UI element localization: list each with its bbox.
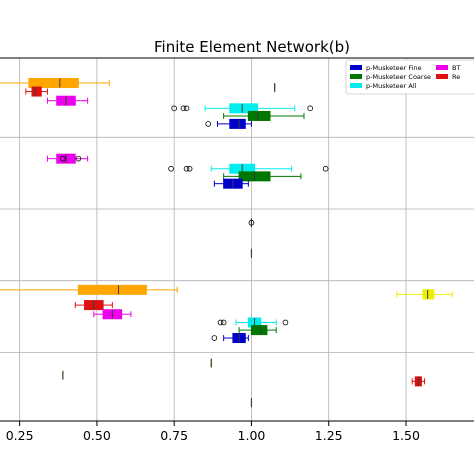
box-yellow bbox=[396, 289, 453, 300]
box-body bbox=[247, 110, 271, 121]
x-tick-label: 0.25 bbox=[6, 428, 34, 443]
box-blue bbox=[205, 118, 252, 129]
box-magenta bbox=[46, 153, 89, 164]
legend-swatch bbox=[350, 83, 362, 88]
box-orange bbox=[0, 284, 178, 295]
flier-point bbox=[248, 219, 255, 226]
legend-swatch bbox=[436, 74, 448, 79]
flier-point bbox=[322, 165, 329, 172]
flier-point bbox=[168, 165, 174, 172]
flier-point bbox=[282, 319, 289, 326]
legend-swatch bbox=[350, 74, 362, 79]
flier-point bbox=[220, 319, 227, 326]
legend-label: p-Musketeer Coarse bbox=[366, 73, 431, 81]
x-tick-label: 0.75 bbox=[160, 428, 188, 443]
flier-point bbox=[186, 165, 193, 172]
box-olive bbox=[248, 218, 255, 228]
box-body bbox=[77, 284, 147, 295]
flier-point bbox=[211, 335, 218, 341]
x-tick-label: 1.25 bbox=[315, 428, 343, 443]
x-tick-label: 1.50 bbox=[392, 428, 420, 443]
flier-point bbox=[307, 105, 313, 112]
box-green bbox=[223, 110, 305, 121]
flier-point bbox=[171, 105, 177, 112]
flier-point bbox=[205, 121, 211, 127]
box-red bbox=[74, 300, 113, 311]
legend-label: BT bbox=[452, 64, 460, 72]
box-body bbox=[28, 78, 79, 89]
box-blue bbox=[213, 178, 249, 189]
flier-point bbox=[183, 165, 190, 172]
legend-label: p-Musketeer All bbox=[366, 82, 417, 90]
box-blue bbox=[211, 333, 249, 344]
legend-label: Re bbox=[452, 73, 460, 81]
legend-swatch bbox=[350, 65, 362, 70]
box-body bbox=[229, 103, 259, 114]
box-orange bbox=[0, 78, 110, 89]
box-green bbox=[223, 171, 302, 182]
x-axis: 0.250.500.751.001.251.501.7 bbox=[0, 420, 474, 443]
box-body bbox=[229, 118, 246, 129]
flier-point bbox=[60, 155, 66, 162]
legend-swatch bbox=[436, 65, 448, 70]
flier-point bbox=[75, 155, 82, 162]
box-green bbox=[238, 325, 277, 336]
chart-title: Finite Element Network(b) bbox=[154, 38, 350, 56]
box-magenta bbox=[93, 309, 132, 320]
box-red bbox=[411, 376, 426, 387]
plot-area bbox=[0, 57, 474, 421]
flier-point bbox=[180, 105, 187, 112]
x-tick-label: 0.50 bbox=[83, 428, 111, 443]
box-cyan bbox=[171, 103, 313, 114]
box-body bbox=[31, 86, 42, 97]
box-magenta bbox=[46, 95, 89, 106]
legend-label: p-Musketeer Fine bbox=[366, 64, 422, 72]
box-red bbox=[25, 86, 48, 97]
flier-point bbox=[217, 319, 224, 326]
x-tick-label: 1.00 bbox=[238, 428, 266, 443]
box-body bbox=[422, 289, 435, 300]
box-body bbox=[250, 325, 268, 336]
flier-point bbox=[183, 105, 190, 112]
